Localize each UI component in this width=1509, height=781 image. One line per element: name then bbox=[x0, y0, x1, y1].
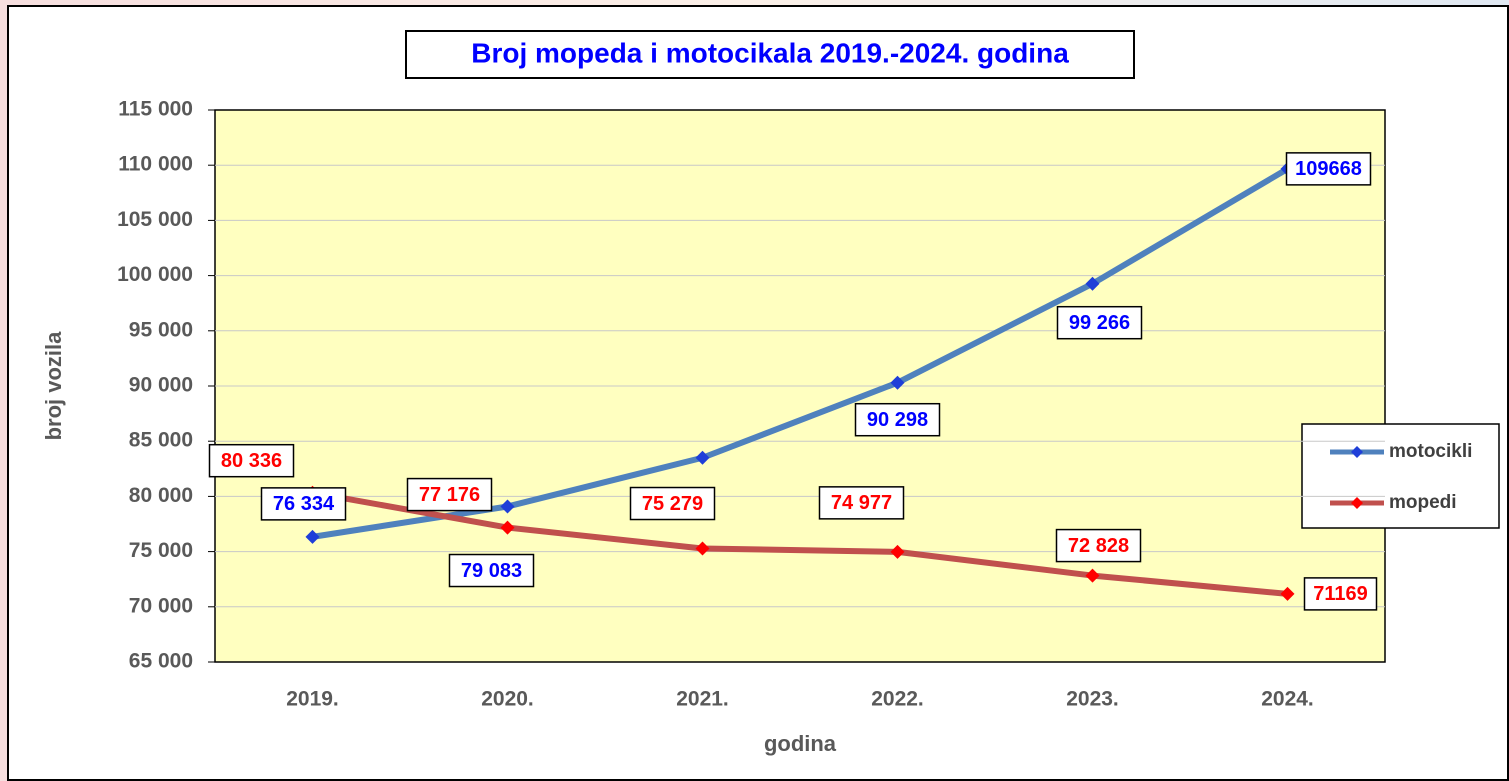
data-label: 80 336 bbox=[221, 450, 282, 472]
legend-marker bbox=[1351, 446, 1363, 458]
y-axis-label: broj vozila bbox=[41, 331, 66, 441]
y-tick-label: 65 000 bbox=[129, 650, 193, 673]
x-axis-label: godina bbox=[764, 731, 837, 756]
data-label-box bbox=[1303, 577, 1378, 611]
data-label-box bbox=[854, 402, 941, 437]
y-tick-label: 100 000 bbox=[117, 263, 193, 286]
y-tick-label: 90 000 bbox=[129, 374, 193, 397]
data-label-box bbox=[629, 486, 716, 521]
data-label-box bbox=[1055, 528, 1142, 563]
marker bbox=[695, 541, 710, 556]
data-label-box bbox=[208, 443, 295, 478]
data-label: 99 266 bbox=[1069, 312, 1130, 334]
marker bbox=[890, 375, 905, 390]
data-label: 77 176 bbox=[419, 484, 480, 506]
y-tick-label: 75 000 bbox=[129, 539, 193, 562]
chart-title: Broj mopeda i motocikala 2019.-2024. god… bbox=[471, 37, 1069, 68]
title-box bbox=[405, 30, 1135, 79]
data-label-box bbox=[1285, 152, 1372, 186]
x-tick-label: 2020. bbox=[481, 688, 534, 711]
x-tick-label: 2024. bbox=[1261, 688, 1314, 711]
y-tick-label: 95 000 bbox=[129, 318, 193, 341]
data-label: 90 298 bbox=[867, 409, 928, 431]
data-label-box bbox=[1056, 305, 1143, 340]
y-tick-label: 110 000 bbox=[118, 153, 193, 176]
data-label: 72 828 bbox=[1068, 535, 1129, 557]
data-label-box bbox=[260, 487, 347, 521]
data-label: 76 334 bbox=[273, 493, 335, 515]
x-tick-label: 2021. bbox=[676, 688, 729, 711]
x-tick-label: 2023. bbox=[1066, 688, 1119, 711]
legend-label: mopedi bbox=[1389, 492, 1457, 513]
data-label: 75 279 bbox=[642, 493, 703, 515]
y-tick-label: 115 000 bbox=[118, 98, 193, 121]
y-tick-label: 85 000 bbox=[129, 429, 193, 452]
data-label-box bbox=[818, 486, 905, 520]
y-tick-label: 105 000 bbox=[117, 208, 193, 231]
data-label-box bbox=[448, 553, 535, 588]
marker bbox=[1280, 586, 1295, 601]
marker bbox=[1085, 276, 1100, 291]
series-line bbox=[311, 489, 1288, 597]
legend-marker bbox=[1351, 497, 1363, 509]
data-label: 109668 bbox=[1295, 158, 1362, 180]
y-tick-label: 70 000 bbox=[129, 594, 193, 617]
marker bbox=[1085, 568, 1100, 583]
marker bbox=[500, 520, 515, 535]
marker bbox=[695, 450, 710, 465]
data-label-box bbox=[406, 477, 493, 512]
legend-label: motocikli bbox=[1389, 441, 1472, 462]
y-tick-label: 80 000 bbox=[129, 484, 193, 507]
x-tick-label: 2019. bbox=[286, 688, 339, 711]
marker bbox=[890, 544, 905, 559]
x-tick-label: 2022. bbox=[871, 688, 924, 711]
data-label: 71169 bbox=[1313, 583, 1368, 605]
marker bbox=[500, 499, 515, 514]
data-label: 79 083 bbox=[461, 560, 522, 582]
series-line bbox=[312, 166, 1290, 540]
data-label: 74 977 bbox=[831, 492, 892, 514]
marker bbox=[305, 529, 320, 544]
